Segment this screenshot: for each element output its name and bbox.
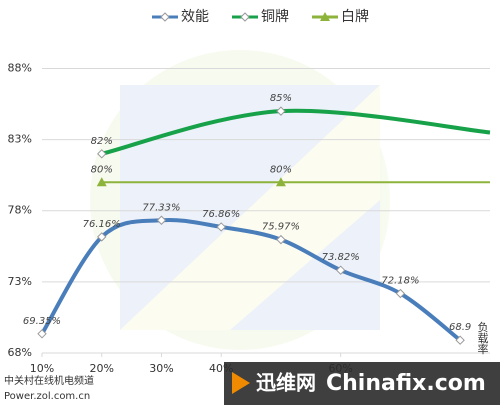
- legend-marker: [320, 12, 330, 21]
- point: [96, 177, 107, 187]
- point: [156, 215, 167, 225]
- x-tick-label: 20%: [90, 362, 114, 375]
- value-label: 69.35%: [23, 316, 61, 327]
- point: [216, 222, 226, 232]
- point: [335, 265, 346, 275]
- y-tick-label: 78%: [8, 204, 32, 217]
- y-tick-label: 83%: [8, 133, 32, 146]
- legend-marker: [160, 12, 170, 22]
- point: [97, 232, 107, 242]
- logo-cn: 迅维网: [256, 371, 316, 395]
- value-label: 68.9: [449, 322, 471, 333]
- point: [395, 288, 406, 299]
- legend-label: 效能: [181, 9, 209, 25]
- value-label: 75.97%: [262, 222, 300, 233]
- y-tick-label: 88%: [8, 61, 32, 74]
- legend-label: 铜牌: [261, 8, 289, 25]
- background-art: [90, 50, 390, 350]
- value-label: 76.86%: [202, 209, 240, 220]
- point: [37, 329, 47, 339]
- watermark-source: 中关村在线机电频道: [4, 374, 94, 387]
- point: [97, 149, 107, 159]
- value-label: 72.18%: [381, 276, 419, 287]
- point: [276, 234, 286, 245]
- watermark-url: Power.zol.com.cn: [4, 391, 90, 402]
- point: [455, 335, 465, 345]
- x-axis-label: 负载率: [476, 320, 489, 355]
- y-tick-label: 73%: [8, 275, 32, 288]
- logo-en: Chinafix.com: [326, 371, 486, 396]
- point: [275, 177, 286, 187]
- legend-label: 白牌: [341, 8, 369, 25]
- value-label: 77.33%: [142, 202, 180, 213]
- value-label: 80%: [270, 164, 292, 175]
- logo-icon: [232, 372, 250, 394]
- y-tick-label: 68%: [8, 346, 32, 359]
- value-label: 80%: [91, 164, 113, 175]
- x-tick-label: 30%: [149, 362, 173, 375]
- legend: 效能 铜牌 白牌: [152, 8, 369, 25]
- x-tick-label: 10%: [30, 362, 54, 375]
- point: [276, 106, 286, 116]
- value-label: 82%: [91, 136, 113, 147]
- legend-marker: [240, 12, 250, 22]
- value-label: 85%: [270, 93, 292, 104]
- value-label: 76.16%: [83, 219, 121, 230]
- value-label: 73.82%: [322, 252, 360, 263]
- logo-box: [224, 362, 500, 405]
